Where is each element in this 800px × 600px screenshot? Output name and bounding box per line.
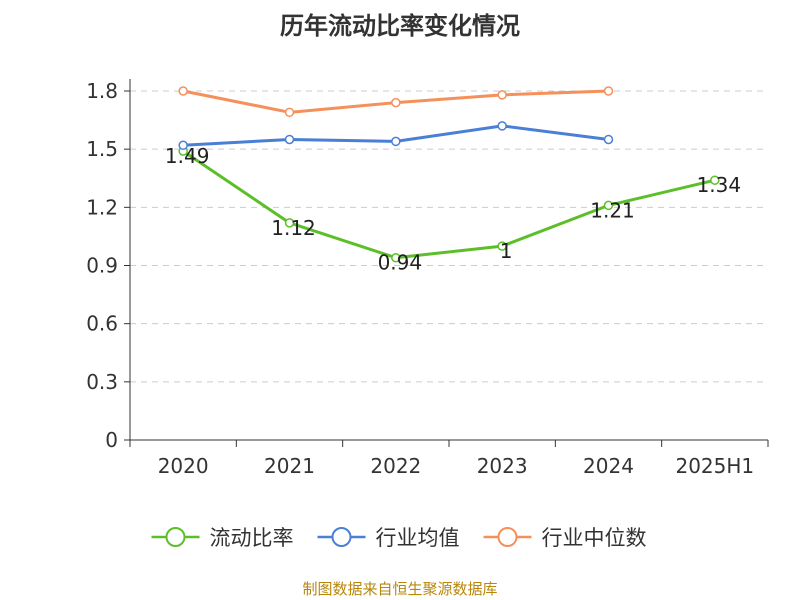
data-point[interactable] — [284, 218, 295, 228]
gridlines — [130, 90, 768, 383]
legend-label: 行业均值 — [376, 526, 460, 550]
data-point[interactable] — [603, 86, 614, 96]
series-lines — [178, 86, 720, 263]
data-point[interactable] — [284, 134, 295, 145]
legend-item-1[interactable]: 行业均值 — [317, 526, 460, 550]
legend-label: 行业中位数 — [542, 526, 647, 550]
data-label: 1.21 — [590, 198, 635, 222]
data-label: 1.34 — [697, 173, 742, 197]
legend-label: 流动比率 — [210, 526, 294, 550]
y-tick-label: 1.2 — [86, 195, 118, 219]
data-point[interactable] — [603, 200, 614, 211]
legend-item-0[interactable]: 流动比率 — [151, 526, 294, 550]
y-tick-label: 0.9 — [86, 254, 118, 278]
data-point[interactable] — [710, 175, 720, 185]
x-tick-label: 2020 — [158, 454, 209, 478]
data-point[interactable] — [497, 90, 507, 100]
legend[interactable]: 流动比率 行业均值 行业中位数 — [151, 526, 647, 550]
y-tick-label: 0.6 — [86, 312, 118, 336]
data-point[interactable] — [497, 121, 507, 131]
series-line-0 — [182, 149, 716, 260]
data-point[interactable] — [497, 241, 507, 251]
data-label: 0.94 — [378, 251, 423, 275]
x-tick-label: 2022 — [370, 454, 421, 478]
data-point[interactable] — [603, 134, 614, 145]
axes: 0 0.3 0.6 0.9 1.2 1.5 1.8 2020 2021 2022 2023 2024 2… — [86, 79, 769, 478]
y-tick-label: 1.8 — [86, 79, 118, 103]
data-point[interactable] — [391, 97, 401, 108]
legend-swatch-marker — [497, 527, 518, 547]
source-note: 制图数据来自恒生聚源数据库 — [302, 580, 498, 598]
x-tick-label: 2021 — [264, 454, 315, 478]
x-tick-label: 2025H1 — [675, 454, 754, 478]
x-tick-label: 2023 — [477, 454, 528, 478]
data-label: 1.49 — [165, 144, 210, 168]
chart-title: 历年流动比率变化情况 — [280, 12, 520, 40]
y-tick-label: 0 — [105, 428, 118, 452]
legend-item-2[interactable]: 行业中位数 — [483, 526, 647, 550]
data-label: 1.12 — [271, 216, 316, 240]
data-point[interactable] — [178, 140, 188, 151]
data-point[interactable] — [178, 86, 188, 96]
data-point[interactable] — [391, 252, 401, 263]
data-point[interactable] — [284, 107, 295, 118]
legend-swatch-marker — [331, 527, 352, 547]
y-tick-label: 0.3 — [86, 370, 118, 394]
data-label: 1 — [500, 239, 513, 263]
y-tick-label: 1.5 — [86, 137, 118, 161]
data-point[interactable] — [391, 136, 401, 147]
data-labels: 1.49 1.12 0.94 1 1.21 1.34 — [165, 144, 741, 275]
legend-swatch-marker — [165, 527, 186, 547]
x-tick-label: 2024 — [583, 454, 634, 478]
